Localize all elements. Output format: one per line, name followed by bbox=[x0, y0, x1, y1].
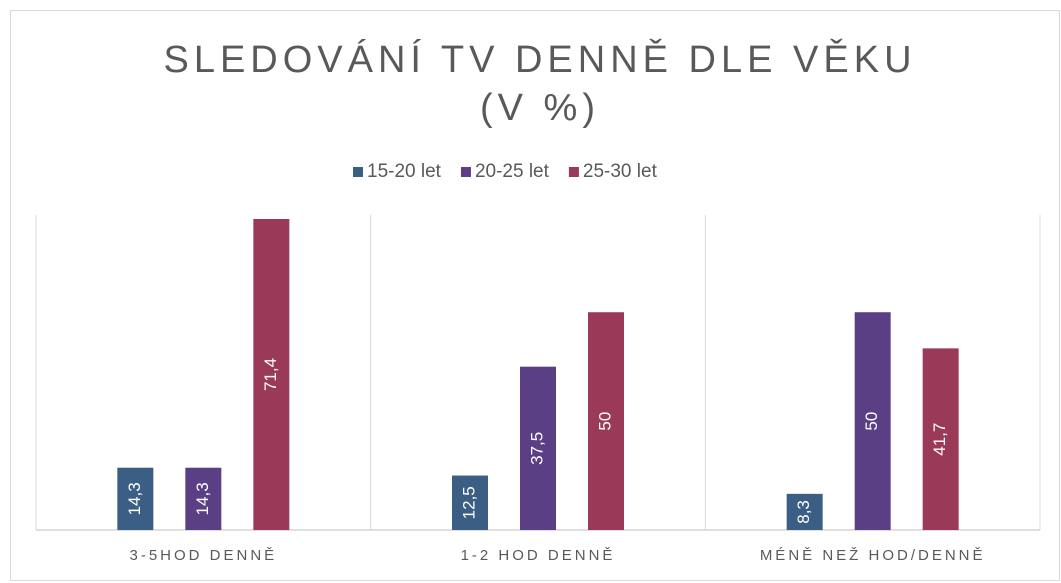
bar bbox=[588, 312, 624, 530]
legend-swatch bbox=[353, 167, 363, 177]
legend-swatch bbox=[568, 167, 579, 177]
x-tick-label: 1-2 HOD DENNĚ bbox=[461, 547, 616, 564]
chart-title: (V %) bbox=[480, 87, 600, 129]
x-tick-label: MÉNĚ NEŽ HOD/DENNĚ bbox=[760, 547, 986, 564]
bar bbox=[786, 493, 823, 530]
bar bbox=[854, 312, 891, 530]
bar bbox=[117, 467, 154, 530]
data-label: 41,7 bbox=[930, 423, 949, 456]
legend-label: 25-30 let bbox=[583, 161, 658, 182]
data-label: 12,5 bbox=[459, 486, 478, 519]
legend-label: 15-20 let bbox=[367, 161, 442, 182]
data-label: 50 bbox=[862, 412, 881, 431]
data-label: 8,3 bbox=[794, 500, 813, 524]
data-label: 14,3 bbox=[125, 482, 144, 515]
chart-title: SLEDOVÁNÍ TV DENNĚ DLE VĚKU bbox=[163, 38, 916, 81]
bar bbox=[253, 219, 290, 530]
data-label: 71,4 bbox=[261, 358, 280, 391]
data-label: 37,5 bbox=[527, 432, 546, 465]
legend-label: 20-25 let bbox=[475, 161, 550, 182]
x-tick-label: 3-5HOD DENNĚ bbox=[129, 547, 277, 564]
data-label: 14,3 bbox=[193, 482, 212, 515]
bar bbox=[185, 467, 222, 530]
bar bbox=[922, 348, 959, 530]
bar bbox=[520, 366, 556, 530]
bar bbox=[452, 475, 488, 530]
legend-swatch bbox=[460, 167, 471, 177]
data-label: 50 bbox=[595, 412, 614, 431]
